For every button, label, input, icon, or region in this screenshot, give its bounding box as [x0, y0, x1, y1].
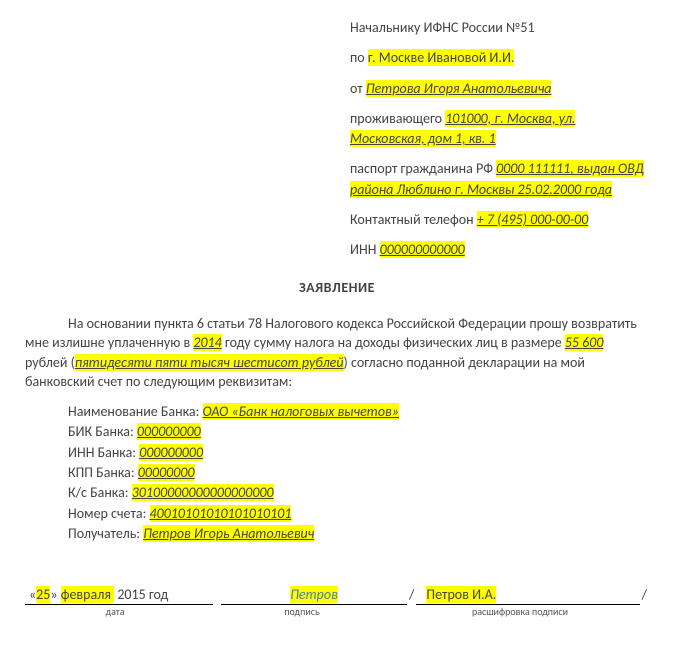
- signature-row: «25» февраля 2015 год Петров / Петров И.…: [25, 586, 649, 605]
- bank-ks-row: К/с Банка: 30100000000000000000: [68, 483, 649, 503]
- sig-month-field: февраля: [61, 586, 114, 603]
- document-title: ЗАЯВЛЕНИЕ: [25, 279, 649, 296]
- bank-name-row: Наименование Банка: ОАО «Банк налоговых …: [68, 402, 649, 422]
- recipient-line-7: ИНН 000000000000: [350, 240, 649, 260]
- date-cell: «25» февраля 2015 год: [25, 586, 213, 605]
- label-sign: подпись: [213, 605, 391, 618]
- bank-recipient-row: Получатель: Петров Игорь Анатольевич: [68, 524, 649, 544]
- decoded-cell: Петров И.А.: [416, 586, 639, 605]
- tax-year-field: 2014: [193, 334, 221, 351]
- recipient-header: Начальнику ИФНС России №51 по г. Москве …: [350, 18, 649, 261]
- label-date: дата: [25, 605, 205, 618]
- body-paragraph: На основании пункта 6 статьи 78 Налогово…: [25, 314, 649, 392]
- bank-inn-field: 000000000: [139, 444, 203, 461]
- recipient-line-5: паспорт гражданина РФ 0000 111111, выдан…: [350, 159, 649, 200]
- label-decoded: расшифровка подписи: [401, 605, 639, 618]
- bank-kpp-row: КПП Банка: 00000000: [68, 463, 649, 483]
- signature-field: Петров: [290, 586, 338, 603]
- bank-kpp-field: 00000000: [138, 464, 195, 481]
- amount-words-field: пятидесяти пяти тысяч шестисот рублей: [75, 354, 344, 371]
- recipient-line-2: по г. Москве Ивановой И.И.: [350, 48, 649, 68]
- amount-field: 55 600: [565, 334, 604, 351]
- city-name-field: г. Москве Ивановой И.И.: [368, 49, 515, 66]
- slash-2: /: [640, 586, 649, 605]
- sig-day-field: 25: [36, 586, 50, 603]
- bank-details: Наименование Банка: ОАО «Банк налоговых …: [68, 402, 649, 544]
- recipient-line-3: от Петрова Игоря Анатольевича: [350, 79, 649, 99]
- bank-bik-field: 000000000: [137, 423, 201, 440]
- bank-bik-row: БИК Банка: 000000000: [68, 422, 649, 442]
- recipient-line-1: Начальнику ИФНС России №51: [350, 18, 649, 38]
- bank-recipient-field: Петров Игорь Анатольевич: [143, 525, 314, 542]
- bank-acct-row: Номер счета: 40010101010101010101: [68, 504, 649, 524]
- inn-field: 000000000000: [380, 241, 465, 258]
- decoded-name-field: Петров И.А.: [426, 586, 496, 603]
- slash-1: /: [407, 586, 416, 605]
- recipient-line-6: Контактный телефон + 7 (495) 000-00-00: [350, 210, 649, 230]
- bank-acct-field: 40010101010101010101: [150, 505, 292, 522]
- bank-ks-field: 30100000000000000000: [132, 484, 274, 501]
- signature-cell: Петров: [221, 586, 407, 605]
- signature-labels: дата подпись расшифровка подписи: [25, 605, 649, 618]
- applicant-name-field: Петрова Игоря Анатольевича: [366, 80, 552, 97]
- phone-field: + 7 (495) 000-00-00: [477, 211, 589, 228]
- bank-name-field: ОАО «Банк налоговых вычетов»: [203, 403, 399, 420]
- bank-inn-row: ИНН Банка: 000000000: [68, 443, 649, 463]
- recipient-line-4: проживающего 101000, г. Москва, ул. Моск…: [350, 109, 649, 150]
